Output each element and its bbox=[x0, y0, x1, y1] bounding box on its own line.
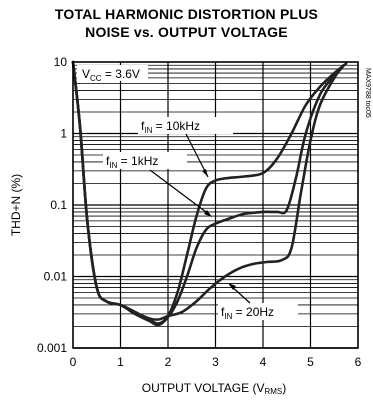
label-bg-10khz bbox=[138, 117, 233, 134]
series-line-0 bbox=[71, 60, 348, 325]
curves bbox=[71, 60, 348, 327]
x-tick-label: 3 bbox=[212, 355, 219, 369]
condition-label: VCC = 3.6V bbox=[82, 67, 140, 83]
x-tick-label: 6 bbox=[355, 355, 362, 369]
x-tick-label: 4 bbox=[260, 355, 267, 369]
y-tick-label: 0.1 bbox=[50, 198, 67, 212]
x-tick-label: 5 bbox=[307, 355, 314, 369]
x-tick-label: 0 bbox=[70, 355, 77, 369]
y-tick-label: 1 bbox=[60, 127, 67, 141]
series-line-2 bbox=[71, 60, 346, 321]
x-tick-label: 1 bbox=[117, 355, 124, 369]
series-label-1khz: fIN = 1kHz bbox=[106, 154, 158, 170]
series-label-20hz: fIN = 20Hz bbox=[221, 305, 274, 321]
x-tick-label: 2 bbox=[165, 355, 172, 369]
series-label-10khz: fIN = 10kHz bbox=[141, 119, 200, 135]
y-axis-label: THD+N (%) bbox=[9, 174, 23, 236]
y-tick-label: 10 bbox=[54, 55, 68, 69]
y-tick-label: 0.001 bbox=[37, 341, 67, 355]
series-line-1 bbox=[71, 60, 346, 327]
label-bg-1khz bbox=[103, 152, 187, 169]
arrow-20hz bbox=[228, 283, 236, 290]
arrow-10khz bbox=[202, 169, 208, 177]
leader-10khz bbox=[185, 133, 209, 178]
arrow-1khz bbox=[204, 210, 212, 217]
chart-title-line2: NOISE vs. OUTPUT VOLTAGE bbox=[85, 24, 288, 40]
y-tick-label: 0.01 bbox=[44, 270, 68, 284]
chart-title-line1: TOTAL HARMONIC DISTORTION PLUS bbox=[54, 6, 319, 22]
part-code: MAX9788 toc05 bbox=[364, 68, 371, 118]
x-axis-label: OUTPUT VOLTAGE (VRMS) bbox=[142, 381, 286, 396]
tick-labels: 0 1 2 3 4 5 6 0.001 0.01 0.1 1 10 bbox=[37, 55, 362, 369]
leader-1khz bbox=[149, 169, 211, 216]
plot-frame bbox=[72, 61, 359, 349]
label-bg-20hz bbox=[218, 303, 298, 320]
condition-label-bg bbox=[77, 65, 148, 81]
